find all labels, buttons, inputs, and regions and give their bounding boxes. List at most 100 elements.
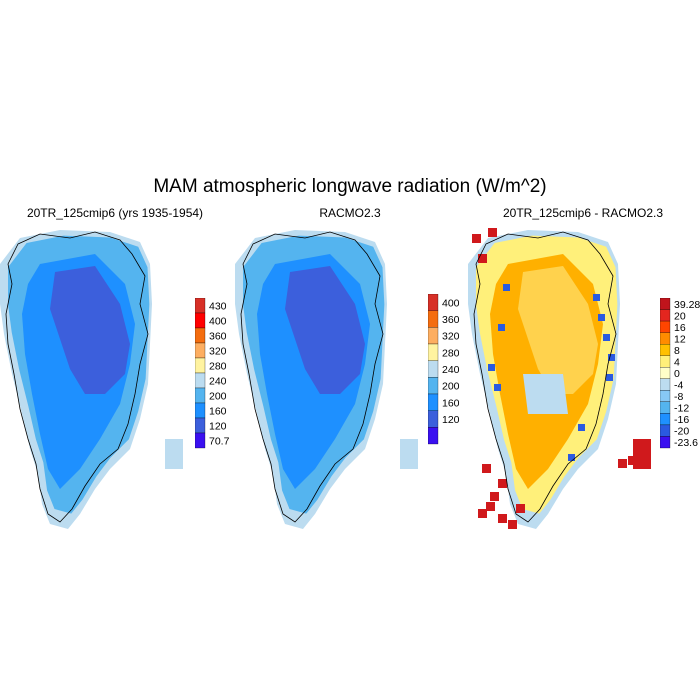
colorbar-swatch xyxy=(195,327,206,344)
colorbar-swatch xyxy=(660,413,671,426)
colorbar-swatch xyxy=(195,417,206,434)
colorbar-label: 400 xyxy=(442,297,460,309)
colorbar-swatch xyxy=(428,327,439,345)
colorbar-swatch xyxy=(195,298,206,314)
colorbar-label: 16 xyxy=(674,322,686,334)
colorbar-label: 240 xyxy=(209,376,227,388)
colorbar-label: 160 xyxy=(209,406,227,418)
colorbar-swatch xyxy=(660,355,671,368)
coastline xyxy=(473,231,617,523)
colorbar-swatch xyxy=(428,310,439,328)
colorbar-label: 8 xyxy=(674,345,680,357)
pixel-negative xyxy=(494,384,501,391)
pixel-positive xyxy=(478,254,487,263)
colorbar-swatch xyxy=(660,378,671,391)
colorbar: 400 360 320 280 240 200 160 120 xyxy=(428,294,460,445)
pixel-negative xyxy=(598,314,605,321)
colorbar-swatch xyxy=(660,332,671,345)
pixel-positive xyxy=(628,456,637,465)
colorbar-swatch xyxy=(660,436,671,449)
colorbar-swatch xyxy=(660,344,671,356)
colorbar-swatch xyxy=(428,343,439,361)
colorbar-label: 360 xyxy=(209,331,227,343)
pixel-positive xyxy=(498,479,507,488)
island-fill xyxy=(165,439,183,469)
colorbar-label: 0 xyxy=(674,368,680,380)
panel-title: 20TR_125cmip6 (yrs 1935-1954) xyxy=(26,206,204,220)
colorbar-swatch xyxy=(660,401,671,414)
pixel-negative xyxy=(606,374,613,381)
colorbar-label: 20 xyxy=(674,310,686,322)
colorbar-label: 12 xyxy=(674,333,686,345)
pixel-positive xyxy=(618,459,627,468)
map-core-fill xyxy=(50,266,130,394)
colorbar-swatch xyxy=(195,402,206,419)
pixel-positive xyxy=(498,514,507,523)
colorbar-swatch xyxy=(660,309,671,322)
figure-title: MAM atmospheric longwave radiation (W/m^… xyxy=(153,176,547,197)
colorbar-label: -20 xyxy=(674,426,689,438)
colorbar-swatch xyxy=(428,360,439,378)
pixel-positive xyxy=(472,234,481,243)
colorbar-swatch xyxy=(660,367,671,379)
colorbar-label: 39.28 xyxy=(674,299,700,311)
pixel-negative xyxy=(498,324,505,331)
colorbar-label: 400 xyxy=(209,316,227,328)
colorbar-swatch xyxy=(428,393,439,411)
colorbar-label: 280 xyxy=(442,347,460,359)
colorbar-label: -23.6 xyxy=(674,437,698,449)
pixel-positive xyxy=(482,464,491,473)
colorbar-label: -4 xyxy=(674,380,683,392)
coastline xyxy=(5,231,149,523)
colorbar-label: 240 xyxy=(442,364,460,376)
pixel-negative xyxy=(608,354,615,361)
map-core-fill xyxy=(285,266,365,394)
pixel-positive xyxy=(488,228,497,237)
coastline xyxy=(240,231,384,523)
panel-title: RACMO2.3 xyxy=(319,206,381,220)
map-inner-fill xyxy=(523,374,568,414)
colorbar-swatch xyxy=(660,424,671,437)
pixel-negative xyxy=(503,284,510,291)
colorbar-label: -12 xyxy=(674,403,689,415)
colorbar-label: 160 xyxy=(442,397,460,409)
pixel-positive xyxy=(516,504,525,513)
pixel-negative xyxy=(488,364,495,371)
colorbar-swatch xyxy=(195,387,206,404)
colorbar-swatch xyxy=(195,432,206,449)
colorbar-label: 4 xyxy=(674,356,680,368)
pixel-positive xyxy=(508,520,517,529)
colorbar: 430 400 360 320 280 240 200 160 120 70.7 xyxy=(195,298,230,449)
pixel-negative xyxy=(568,454,575,461)
colorbar-label: 360 xyxy=(442,314,460,326)
colorbar-swatch xyxy=(195,312,206,329)
colorbar-swatch xyxy=(428,427,439,445)
colorbar-label: 280 xyxy=(209,361,227,373)
colorbar-swatch xyxy=(660,390,671,402)
panel-racmo: RACMO2.3 400 360 320 280 240 200 160 120 xyxy=(235,206,465,536)
pixel-positive xyxy=(490,492,499,501)
colorbar-swatch xyxy=(428,410,439,428)
pixel-negative xyxy=(603,334,610,341)
colorbar-label: 200 xyxy=(442,381,460,393)
colorbar-swatch xyxy=(428,294,439,311)
greenland-map xyxy=(468,228,651,529)
panel-model: 20TR_125cmip6 (yrs 1935-1954) 430 400 360 3… xyxy=(0,206,230,536)
colorbar-label: 430 xyxy=(209,301,227,313)
colorbar-swatch xyxy=(195,357,206,374)
colorbar-swatch xyxy=(195,372,206,389)
panel-difference: 20TR_125cmip6 - RACMO2.3 39.28 20 16 12 8 4 0-… xyxy=(468,206,700,536)
pixel-negative xyxy=(593,294,600,301)
map-core-fill xyxy=(518,266,598,394)
colorbar-label: -8 xyxy=(674,391,683,403)
colorbar-label: 120 xyxy=(209,421,227,433)
panel-title: 20TR_125cmip6 - RACMO2.3 xyxy=(502,206,664,220)
colorbar-swatch xyxy=(660,320,671,333)
island-fill xyxy=(633,439,651,469)
colorbar-swatch xyxy=(660,298,671,310)
colorbar-swatch xyxy=(428,377,439,395)
colorbar-label: 320 xyxy=(209,346,227,358)
colorbar-label: 320 xyxy=(442,331,460,343)
colorbar-label: 120 xyxy=(442,414,460,426)
